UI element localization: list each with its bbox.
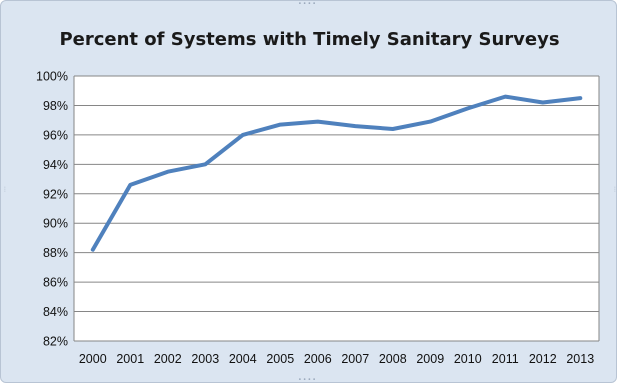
x-tick-label: 2008 — [379, 352, 407, 366]
resize-handle-left-icon[interactable]: ⋮ — [2, 186, 9, 193]
x-axis-tick-labels: 2000 2001 2002 2003 2004 2005 2006 2007 2008 2009… — [79, 352, 594, 366]
data-point — [578, 96, 582, 100]
resize-handle-top-icon[interactable]: ∙∙∙∙ — [298, 0, 318, 7]
x-tick-label: 2007 — [341, 352, 369, 366]
x-tick-label: 2001 — [116, 352, 144, 366]
y-tick-label: 96% — [43, 128, 68, 142]
y-tick-label: 94% — [43, 158, 68, 172]
data-point — [428, 120, 432, 124]
data-point — [241, 133, 245, 137]
x-tick-label: 2003 — [191, 352, 219, 366]
chart-title: Percent of Systems with Timely Sanitary … — [59, 29, 560, 50]
data-point — [91, 248, 95, 252]
data-point — [128, 183, 132, 187]
x-tick-label: 2005 — [266, 352, 294, 366]
series-group — [90, 94, 583, 252]
data-point — [203, 162, 207, 166]
x-tick-label: 2012 — [529, 352, 557, 366]
y-axis-tick-labels: 82% 84% 86% 88% 90% 92% 94% 96% 98% 100% — [36, 70, 68, 349]
series-line — [90, 94, 583, 252]
y-tick-label: 92% — [43, 187, 68, 201]
x-tick-label: 2004 — [229, 352, 257, 366]
x-tick-label: 2000 — [79, 352, 107, 366]
y-tick-label: 86% — [43, 276, 68, 290]
x-tick-label: 2011 — [492, 352, 519, 366]
x-tick-label: 2002 — [154, 352, 182, 366]
x-tick-label: 2009 — [416, 352, 444, 366]
data-point — [391, 127, 395, 131]
gridlines — [73, 75, 600, 342]
x-tick-label: 2010 — [454, 352, 482, 366]
data-point — [353, 124, 357, 128]
x-tick-label: 2006 — [304, 352, 332, 366]
y-tick-label: 84% — [43, 305, 68, 319]
data-point — [166, 170, 170, 174]
data-point — [316, 120, 320, 124]
data-point — [541, 101, 545, 104]
y-tick-label: 90% — [43, 217, 68, 231]
data-point — [503, 95, 507, 99]
x-tick-label: 2013 — [566, 352, 594, 366]
y-tick-label: 88% — [43, 246, 68, 260]
resize-handle-bottom-icon[interactable]: ∙∙∙∙ — [298, 376, 318, 383]
y-tick-label: 98% — [43, 99, 68, 113]
resize-handle-right-icon[interactable]: ⋮ — [612, 187, 616, 193]
data-point — [466, 106, 470, 110]
data-point — [278, 123, 282, 127]
y-tick-label: 100% — [36, 70, 68, 84]
plot-area — [74, 76, 599, 341]
y-tick-label: 82% — [43, 335, 68, 349]
